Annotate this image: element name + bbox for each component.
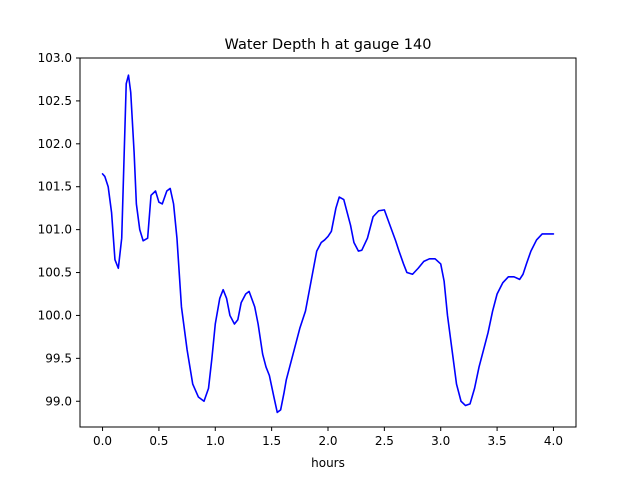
y-tick-label: 102.5 bbox=[38, 94, 72, 108]
x-tick-label: 3.0 bbox=[431, 434, 450, 448]
y-tick-label: 99.0 bbox=[45, 394, 72, 408]
x-tick-label: 1.5 bbox=[262, 434, 281, 448]
x-tick-label: 3.5 bbox=[488, 434, 507, 448]
y-tick-label: 100.5 bbox=[38, 266, 72, 280]
y-tick-label: 102.0 bbox=[38, 137, 72, 151]
y-tick-label: 101.0 bbox=[38, 223, 72, 237]
y-tick-label: 100.0 bbox=[38, 308, 72, 322]
plot-area bbox=[79, 57, 577, 428]
x-tick-label: 0.0 bbox=[93, 434, 112, 448]
x-tick-label: 2.0 bbox=[318, 434, 337, 448]
x-axis-label: hours bbox=[311, 456, 345, 470]
x-tick-label: 4.0 bbox=[544, 434, 563, 448]
x-tick-label: 0.5 bbox=[149, 434, 168, 448]
series-line-0 bbox=[101, 74, 555, 414]
y-axis: 99.0 99.5 100.0 100.5 101.0 101.5 102.0 102.5 10… bbox=[38, 51, 80, 408]
y-tick-label: 103.0 bbox=[38, 51, 72, 65]
x-tick-label: 2.5 bbox=[375, 434, 394, 448]
chart-title: Water Depth h at gauge 140 bbox=[225, 37, 432, 53]
y-tick-label: 99.5 bbox=[45, 351, 72, 365]
x-tick-label: 1.0 bbox=[206, 434, 225, 448]
x-axis: 0.0 0.5 1.0 1.5 2.0 2.5 3.0 3.5 4.0 bbox=[93, 427, 563, 448]
plot-frame bbox=[79, 57, 577, 428]
y-tick-label: 101.5 bbox=[38, 180, 72, 194]
